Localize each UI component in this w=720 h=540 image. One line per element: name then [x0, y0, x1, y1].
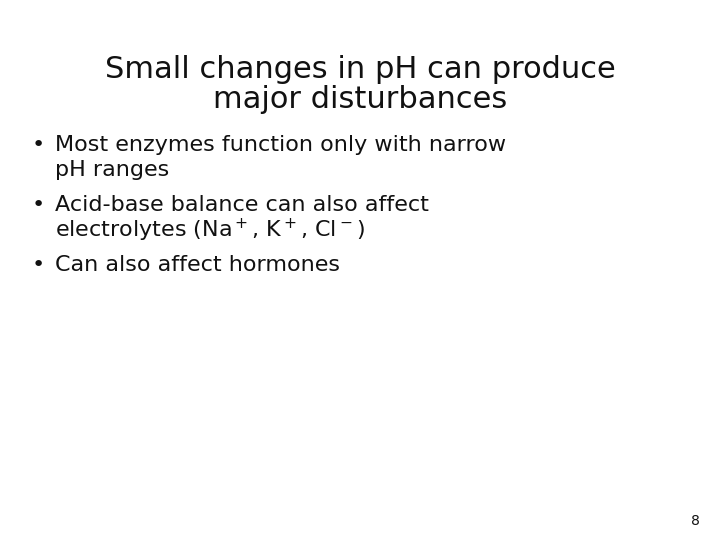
Text: Small changes in pH can produce: Small changes in pH can produce [104, 56, 616, 84]
Text: electrolytes (Na$^+$, K$^+$, Cl$^-$): electrolytes (Na$^+$, K$^+$, Cl$^-$) [55, 217, 365, 244]
Text: 8: 8 [691, 514, 700, 528]
Text: •: • [32, 195, 45, 215]
Text: pH ranges: pH ranges [55, 160, 169, 180]
Text: Most enzymes function only with narrow: Most enzymes function only with narrow [55, 135, 506, 155]
Text: •: • [32, 135, 45, 155]
Text: major disturbances: major disturbances [213, 85, 507, 114]
Text: Acid-base balance can also affect: Acid-base balance can also affect [55, 195, 429, 215]
Text: Can also affect hormones: Can also affect hormones [55, 255, 340, 275]
Text: •: • [32, 255, 45, 275]
